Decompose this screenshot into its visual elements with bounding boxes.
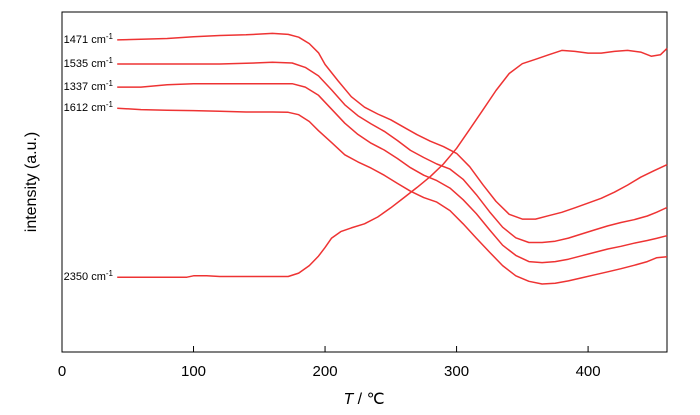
x-axis-label: T / ℃: [343, 391, 384, 408]
series-label-4: 2350 cm-1: [64, 269, 114, 283]
x-tick-label-400: 400: [576, 363, 601, 380]
x-axis-unit: / ℃: [353, 391, 384, 408]
plot-frame: [61, 11, 668, 353]
series-label-0: 1471 cm-1: [64, 32, 114, 46]
x-tick-label-100: 100: [181, 363, 206, 380]
series-lines: [117, 32, 668, 285]
series-label-2: 1337 cm-1: [64, 79, 114, 93]
series-labels: 1471 cm-1 1535 cm-1 1337 cm-1 1612 cm-1 2350…: [64, 32, 114, 283]
x-tick-label-0: 0: [58, 363, 66, 380]
series-label-3: 1612 cm-1: [64, 100, 114, 114]
x-axis-variable: T: [343, 391, 354, 408]
series-line-3: [117, 107, 668, 285]
x-tick-label-200: 200: [313, 363, 338, 380]
x-tick-label-300: 300: [444, 363, 469, 380]
series-line-2: [117, 82, 668, 264]
series-line-0: [117, 32, 668, 220]
series-line-4: [117, 47, 668, 278]
series-label-1: 1535 cm-1: [64, 56, 114, 70]
series-line-1: [117, 61, 668, 244]
x-axis-ticks: 0 100 200 300 400: [58, 346, 601, 380]
y-axis-label: intensity (a.u.): [23, 132, 40, 232]
